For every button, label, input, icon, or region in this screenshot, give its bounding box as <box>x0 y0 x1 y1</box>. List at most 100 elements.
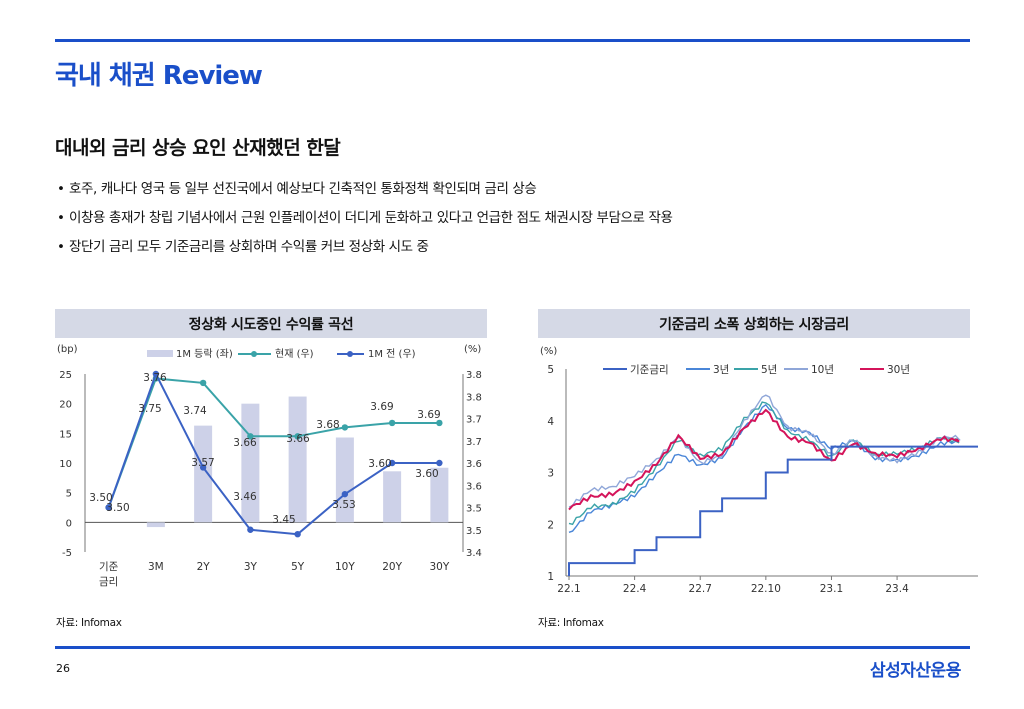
x-tick-label: 22.10 <box>751 583 781 595</box>
y-axis-unit: (%) <box>540 346 557 357</box>
10y-yield-line <box>568 394 961 508</box>
data-label: 3.69 <box>370 401 393 413</box>
bullet-text: 호주, 캐나다 영국 등 일부 선진국에서 예상보다 긴축적인 통화정책 확인되… <box>69 181 537 197</box>
current-yield-point <box>247 433 254 440</box>
y-tick-label: 5 <box>547 364 554 376</box>
page-subtitle: 대내외 금리 상승 요인 산재했던 한달 <box>55 137 341 159</box>
x-tick-label: 22.1 <box>557 583 580 595</box>
x-tick-label: 22.7 <box>689 583 712 595</box>
right-tick-label: 3.5 <box>466 526 482 537</box>
left-tick-label: 5 <box>66 489 72 500</box>
right-tick-label: 3.7 <box>466 437 482 448</box>
left-tick-label: 20 <box>59 400 72 411</box>
right-tick-label: 3.6 <box>466 481 482 492</box>
right-chart-title: 기준금리 소폭 상회하는 시장금리 <box>538 309 970 338</box>
left-tick-label: 0 <box>66 518 72 529</box>
prior-yield-line <box>107 371 440 536</box>
data-label: 3.76 <box>143 372 167 384</box>
left-chart-title: 정상화 시도중인 수익률 곡선 <box>55 309 487 338</box>
data-label: 3.46 <box>233 491 257 503</box>
bottom-rule <box>55 646 970 649</box>
left-chart-source: 자료: Infomax <box>56 617 122 629</box>
data-label: 3.66 <box>286 433 310 445</box>
legend-swatch-bar <box>147 350 173 357</box>
right-tick-label: 3.4 <box>466 548 482 559</box>
bullet-item: • 호주, 캐나다 영국 등 일부 선진국에서 예상보다 긴축적인 통화정책 확인… <box>57 177 673 206</box>
page-title: 국내 채권 Review <box>55 61 263 91</box>
prior-yield-point <box>436 459 443 467</box>
legend-label: 3년 <box>713 364 729 376</box>
data-label: 3.75 <box>138 403 161 415</box>
right-tick-label: 3.6 <box>466 459 482 470</box>
x-tick-label: 3Y <box>244 561 258 573</box>
legend-label: 10년 <box>811 364 834 376</box>
y-tick-label: 1 <box>547 571 554 583</box>
bullet-marker: • <box>57 239 65 255</box>
y-tick-label: 4 <box>547 416 554 428</box>
policy-rate-line <box>568 445 978 576</box>
left-tick-label: -5 <box>62 548 72 559</box>
x-tick-label: 20Y <box>382 561 402 573</box>
y-tick-label: 2 <box>547 519 554 531</box>
left-axis-unit: (bp) <box>57 344 78 355</box>
current-yield-point <box>388 419 396 427</box>
bullet-item: • 장단기 금리 모두 기준금리를 상회하며 수익률 커브 정상화 시도 중 <box>57 235 673 264</box>
data-label: 3.74 <box>183 405 207 417</box>
prior-yield-point <box>105 504 112 511</box>
page-number: 26 <box>56 662 70 675</box>
bullet-marker: • <box>57 181 65 197</box>
company-logo: 삼성자산운용 <box>870 661 961 681</box>
top-rule <box>55 39 970 42</box>
x-tick-label: 2Y <box>197 561 211 573</box>
x-tick-label: 22.4 <box>623 583 647 595</box>
x-tick-label: 금리 <box>99 576 118 588</box>
right-tick-label: 3.5 <box>466 504 482 515</box>
prior-yield-point <box>199 464 207 471</box>
bar <box>146 522 165 528</box>
yield-curve-chart: (bp) (%) 25 20 15 10 5 0 -5 3.8 3.8 3.7 3.7 3.6 3.6 3.5… <box>57 344 482 588</box>
prior-yield-point <box>247 526 254 533</box>
left-tick-label: 10 <box>59 459 72 470</box>
bullet-list: • 호주, 캐나다 영국 등 일부 선진국에서 예상보다 긴축적인 통화정책 확인… <box>57 177 673 264</box>
left-tick-label: 25 <box>59 370 72 381</box>
right-axis-unit: (%) <box>464 344 481 355</box>
3y-yield-line <box>568 403 960 533</box>
x-tick-label: 23.1 <box>820 583 843 595</box>
x-tick-label: 3M <box>148 561 164 573</box>
data-label: 3.69 <box>417 409 440 421</box>
data-label: 3.60 <box>368 458 391 470</box>
legend-marker-current <box>251 351 257 357</box>
x-tick-label: 10Y <box>335 561 355 573</box>
legend-label: 1M 전 (우) <box>368 348 416 360</box>
current-yield-point <box>199 379 207 387</box>
bullet-marker: • <box>57 210 65 226</box>
bar <box>430 467 449 523</box>
current-yield-point <box>294 433 301 440</box>
bar <box>335 437 354 523</box>
data-label: 3.50 <box>89 492 112 504</box>
right-tick-label: 3.8 <box>466 370 482 381</box>
legend-marker-prior <box>347 351 353 357</box>
x-tick-label: 30Y <box>429 561 449 573</box>
current-yield-point <box>341 424 349 431</box>
bar <box>194 425 213 523</box>
data-label: 3.60 <box>415 468 438 480</box>
x-tick-label: 5Y <box>291 561 305 573</box>
legend-label: 30년 <box>887 364 910 376</box>
y-tick-label: 3 <box>547 468 554 480</box>
x-tick-label: 23.4 <box>885 583 909 595</box>
x-tick-label: 기준 <box>99 561 119 573</box>
prior-yield-point <box>388 459 396 467</box>
legend-label: 기준금리 <box>630 364 669 376</box>
left-tick-label: 15 <box>59 429 72 440</box>
data-label: 3.50 <box>106 502 129 514</box>
legend-label: 5년 <box>761 364 777 376</box>
data-label: 3.57 <box>191 457 214 469</box>
current-yield-line <box>107 377 440 508</box>
bar <box>383 471 402 523</box>
data-label: 3.45 <box>272 514 295 526</box>
data-label: 3.68 <box>316 419 339 431</box>
legend-label: 1M 등락 (좌) <box>176 348 233 360</box>
bullet-text: 장단기 금리 모두 기준금리를 상회하며 수익률 커브 정상화 시도 중 <box>69 239 429 255</box>
data-label: 3.53 <box>332 499 355 511</box>
